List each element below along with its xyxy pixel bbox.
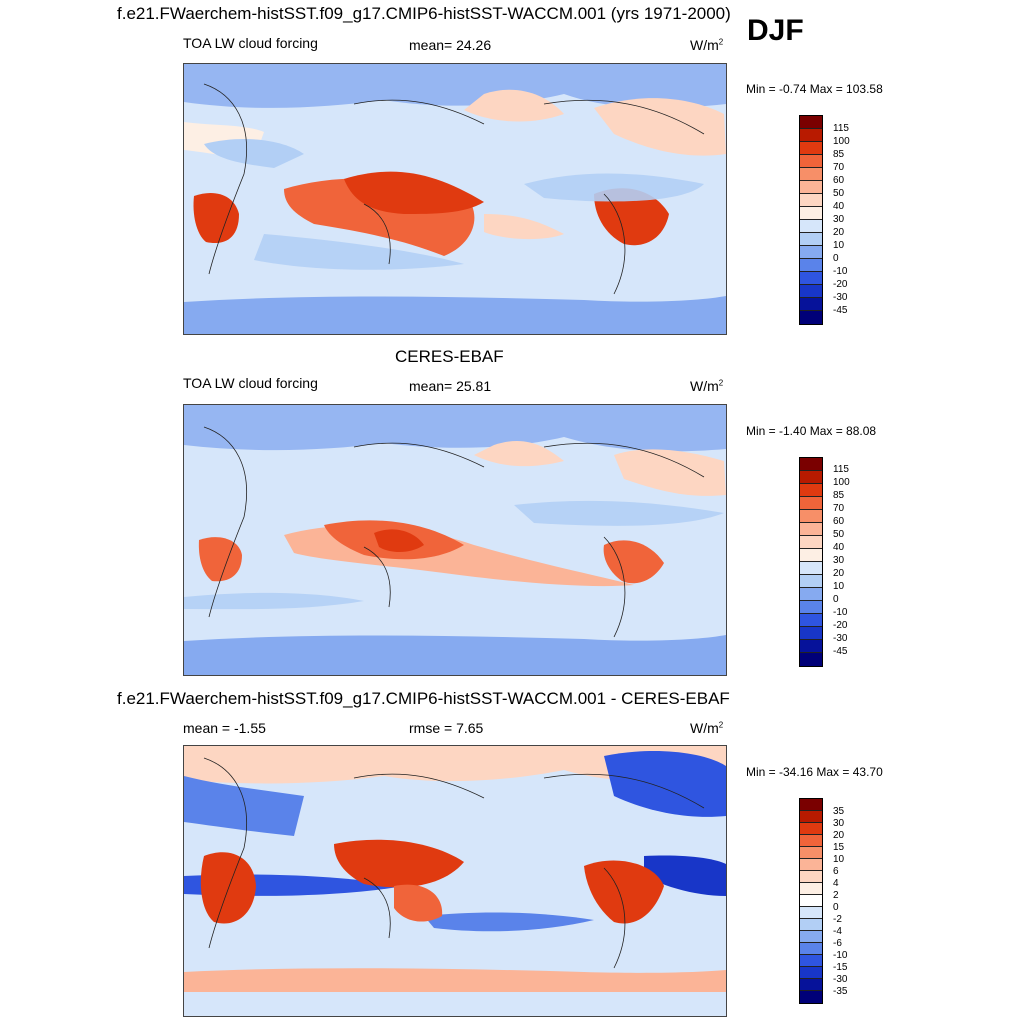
panel2-colorbar (799, 457, 823, 667)
colorbar-tick: 30 (833, 555, 845, 566)
colorbar-tick: 10 (833, 581, 845, 592)
colorbar-tick: -30 (833, 633, 848, 644)
panel1-colorbar (799, 115, 823, 325)
colorbar-tick: 60 (833, 516, 845, 527)
panel2-mean-label: mean= 25.81 (409, 378, 492, 394)
colorbar-tick: 70 (833, 162, 845, 173)
colorbar-tick: 85 (833, 490, 845, 501)
panel3-title: f.e21.FWaerchem-histSST.f09_g17.CMIP6-hi… (117, 689, 730, 708)
colorbar-tick: 0 (833, 253, 839, 264)
colorbar-tick: -45 (833, 646, 848, 657)
colorbar-tick: 85 (833, 149, 845, 160)
colorbar-tick: 60 (833, 175, 845, 186)
colorbar-tick: -2 (833, 914, 842, 925)
panel3-rmse-label: rmse = 7.65 (409, 720, 484, 736)
panel2-title: CERES-EBAF (395, 347, 504, 366)
panel3-map (183, 745, 727, 1017)
colorbar-tick: -10 (833, 950, 848, 961)
panel2-map (183, 404, 727, 676)
colorbar-tick: 20 (833, 227, 845, 238)
colorbar-tick: 4 (833, 878, 839, 889)
colorbar-tick: 100 (833, 136, 850, 147)
colorbar-tick: 2 (833, 890, 839, 901)
colorbar-tick: 70 (833, 503, 845, 514)
colorbar-tick: -45 (833, 305, 848, 316)
panel3-minmax-label: Min = -34.16 Max = 43.70 (746, 765, 883, 779)
colorbar-tick: 0 (833, 902, 839, 913)
panel1-mean-label: mean= 24.26 (409, 37, 492, 53)
colorbar-tick: -10 (833, 266, 848, 277)
colorbar-tick: -6 (833, 938, 842, 949)
panel1-title: f.e21.FWaerchem-histSST.f09_g17.CMIP6-hi… (117, 4, 731, 23)
colorbar-tick: -20 (833, 279, 848, 290)
colorbar-tick: 10 (833, 854, 845, 865)
colorbar-tick: 6 (833, 866, 839, 877)
colorbar-tick: 40 (833, 201, 845, 212)
colorbar-tick: 50 (833, 529, 845, 540)
panel1-variable-label: TOA LW cloud forcing (183, 35, 318, 51)
panel1-map (183, 63, 727, 335)
colorbar-tick: -10 (833, 607, 848, 618)
colorbar-tick: 115 (833, 123, 849, 134)
panel2-units-label: W/m2 (690, 378, 724, 394)
colorbar-tick: 0 (833, 594, 839, 605)
colorbar-tick: -4 (833, 926, 842, 937)
panel3-units-label: W/m2 (690, 720, 724, 736)
colorbar-tick: -35 (833, 986, 848, 997)
colorbar-tick: -15 (833, 962, 848, 973)
colorbar-tick: -30 (833, 292, 848, 303)
colorbar-tick: 115 (833, 464, 849, 475)
colorbar-tick: 20 (833, 830, 845, 841)
panel1-units-label: W/m2 (690, 37, 724, 53)
colorbar-tick: 35 (833, 806, 845, 817)
colorbar-tick: 10 (833, 240, 845, 251)
colorbar-tick: -20 (833, 620, 848, 631)
colorbar-tick: 30 (833, 214, 845, 225)
colorbar-tick: 100 (833, 477, 850, 488)
panel2-minmax-label: Min = -1.40 Max = 88.08 (746, 424, 877, 438)
colorbar-tick: -30 (833, 974, 848, 985)
colorbar-tick: 15 (833, 842, 845, 853)
colorbar-tick: 50 (833, 188, 845, 199)
panel2-variable-label: TOA LW cloud forcing (183, 375, 318, 391)
season-label: DJF (747, 14, 804, 47)
colorbar-tick: 20 (833, 568, 845, 579)
panel3-mean-label: mean = -1.55 (183, 720, 266, 736)
panel3-colorbar (799, 798, 823, 1004)
panel1-minmax-label: Min = -0.74 Max = 103.58 (746, 82, 883, 96)
colorbar-tick: 40 (833, 542, 845, 553)
colorbar-tick: 30 (833, 818, 845, 829)
